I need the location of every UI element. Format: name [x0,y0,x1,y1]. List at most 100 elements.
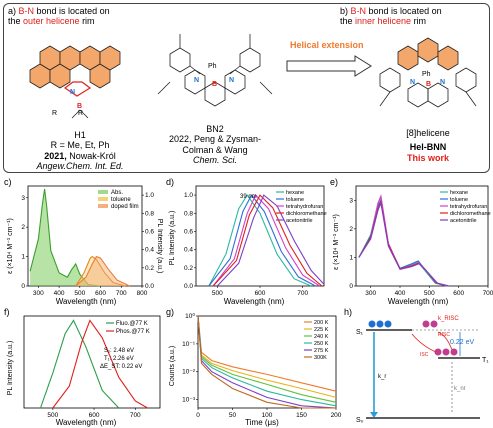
isc-label: ISC [420,352,429,358]
r-label-right: R [78,110,84,117]
x-tick-label: 700 [116,290,127,297]
panel-letter-a: a) [8,6,17,16]
caption-b-mid: bond is located on [366,6,442,16]
caption-a-red: outer helicene [23,16,80,27]
bn-red-b: B-N [350,6,367,16]
x-tick-label: 500 [212,290,223,297]
svg-text:Ph: Ph [422,71,431,78]
legend-item: hexane [450,190,468,196]
series-tetrahydrofuran [358,193,449,287]
area-abs- [30,188,101,286]
chart-c-legend-0: Abs. [111,190,123,196]
h1-molecule: N B [29,45,121,119]
bn2-line2: Colman & Wang [182,144,248,155]
this-work-label: This work [406,152,449,163]
series-fluo-77-k [39,319,120,409]
legend-item: 250 K [314,341,329,347]
extension-arrow-icon [286,55,372,77]
caption-b-red: inner helicene [355,16,412,27]
x-tick-label: 800 [137,290,148,297]
chart-f-xlabel: Wavelength (nm) [56,418,117,427]
legend-item: dichloromethane [286,211,327,217]
chart-f-legend-1: Phos.@77 K [116,329,150,335]
y-tick-label: 2 [349,226,353,233]
area-doped-film [75,256,130,286]
legend-item: acetonitrile [286,218,313,224]
series-toluene [358,198,448,287]
y2-tick-label: 0.8 [145,210,154,217]
chart-d-ylabel: PL Intensity (a.u.) [169,211,176,266]
series-dichloromethane [358,199,449,287]
chart-g-xlabel: Time (μs) [245,418,279,427]
legend-item: 225 K [314,327,329,333]
chart-d-frame [195,185,325,287]
svg-text:B: B [77,103,82,110]
helbnn-name: Hel-BNN [409,142,447,153]
x-tick-label: 400 [395,290,406,297]
x-tick-label: 50 [229,412,237,419]
x-tick-label: 0 [196,412,200,419]
chart-c-legend: Abs. toluene doped film [98,190,139,210]
diagram-h: h) S₁ T₁ S₀ k_RISC RISC ISC 0.22 eV k_r … [344,307,489,424]
h1-year: 2021, [44,150,67,161]
caption-a-mid: bond is located on [34,6,110,16]
y-tick-label: 0.4 [184,247,193,254]
series-toluene [75,255,126,287]
panel-letter-d: d) [166,177,174,187]
krisc-label: k_RISC [438,316,459,322]
bn2-name: BN2 [206,124,224,134]
panel-letter-b: b) [340,6,349,16]
chart-e-legend: hexanetoluenetetrahydrofurandichlorometh… [440,190,491,224]
svg-text:B: B [426,81,431,88]
chart-e-frame [355,185,489,287]
chart-d-legend: hexanetoluenetetrahydrofurandichlorometh… [276,190,327,224]
series-abs- [29,188,101,287]
panel-a-caption: a) B-N bond is located on the outer heli… [8,6,168,27]
h1-caption: H1 R = Me, Et, Ph 2021, Nowak-Król Angew… [10,130,150,171]
s0-label: S₀ [356,417,364,424]
chart-d-annotation: 39 nm [240,194,257,200]
x-tick-label: 400 [54,290,65,297]
x-tick-label: 700 [130,412,141,419]
y-tick-label: 0 [21,283,25,290]
chart-f-legend-0: Fluo.@77 K [116,321,148,327]
y-tick-label: 0 [349,283,353,290]
x-tick-label: 600 [89,412,100,419]
legend-item: tetrahydrofuran [286,204,323,210]
x-tick-label: 150 [296,412,307,419]
x-tick-label: 500 [47,412,58,419]
panel-letter-e: e) [330,177,338,187]
legend-item: toluene [286,197,304,203]
risc-label: RISC [438,332,450,338]
legend-item: dichloromethane [450,211,491,217]
svg-text:N: N [229,77,234,84]
y-tick-label: 0.0 [184,283,193,290]
caption-b-post: rim [411,16,427,27]
y-tick-label: 1 [349,254,353,261]
y2-tick-label: 0.4 [145,247,154,254]
chart-d: d) PL Intensity (a.u.) Wavelength (nm) 5… [166,177,327,306]
x-tick-label: 600 [255,290,266,297]
legend-item: 275 K [314,348,329,354]
chart-c-legend-2: doped film [111,204,139,210]
h1-name: H1 [74,130,86,140]
x-tick-label: 500 [74,290,85,297]
chart-f-t1: T₁: 2.26 eV [104,356,134,362]
gap-label: 0.22 eV [450,339,474,346]
bn2-line1: 2022, Peng & Zysman- [168,134,262,145]
x-tick-label: 300 [33,290,44,297]
chart-g-ylabel: Counts (a.u.) [169,346,176,386]
x-tick-label: 700 [483,290,493,297]
y-tick-label: 1 [21,254,25,261]
h1-authors: Nowak-Król [69,150,116,161]
bn2-caption: BN2 2022, Peng & Zysman- Colman & Wang C… [150,124,280,165]
knr-label: k_nr [454,386,466,392]
y2-tick-label: 0.6 [145,228,154,235]
y-tick-label: 10⁰ [185,312,195,320]
kr-label: k_r [378,374,386,380]
x-tick-label: 700 [297,290,308,297]
legend-item: 200 K [314,320,329,326]
y-tick-label: 0.8 [184,210,193,217]
svg-text:N: N [440,79,445,86]
